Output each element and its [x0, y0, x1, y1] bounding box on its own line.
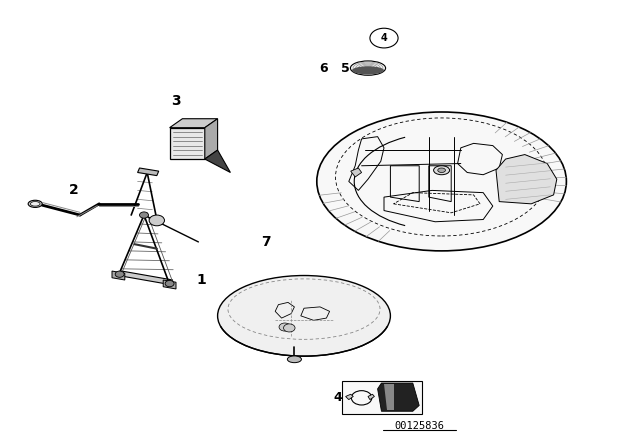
Circle shape [140, 212, 148, 218]
Ellipse shape [438, 168, 445, 172]
Circle shape [165, 280, 174, 287]
Polygon shape [205, 119, 218, 159]
Polygon shape [118, 271, 173, 284]
Polygon shape [163, 280, 176, 289]
Ellipse shape [317, 112, 566, 251]
Bar [342, 381, 422, 414]
Text: 6: 6 [319, 61, 328, 75]
Circle shape [279, 323, 291, 331]
Text: 7: 7 [260, 235, 271, 249]
Ellipse shape [287, 356, 301, 363]
Text: 1: 1 [196, 273, 207, 287]
Circle shape [284, 324, 295, 332]
Ellipse shape [28, 200, 42, 207]
Text: 3: 3 [171, 94, 181, 108]
Polygon shape [112, 271, 125, 280]
Polygon shape [384, 384, 394, 410]
Polygon shape [170, 119, 218, 128]
Ellipse shape [352, 66, 384, 74]
Polygon shape [351, 168, 362, 177]
Ellipse shape [31, 202, 40, 206]
Text: 5: 5 [341, 61, 350, 75]
Polygon shape [170, 128, 205, 159]
Circle shape [115, 271, 124, 277]
Polygon shape [378, 383, 419, 411]
Circle shape [149, 215, 164, 226]
Ellipse shape [434, 166, 449, 175]
Polygon shape [205, 150, 230, 172]
Polygon shape [368, 394, 374, 400]
Polygon shape [346, 394, 353, 400]
Text: 2: 2 [68, 183, 79, 198]
Text: 4: 4 [333, 391, 342, 405]
Ellipse shape [351, 61, 385, 75]
Text: 4: 4 [381, 33, 387, 43]
Ellipse shape [218, 276, 390, 356]
Text: 00125836: 00125836 [394, 422, 444, 431]
Circle shape [370, 28, 398, 48]
Polygon shape [496, 155, 557, 204]
Polygon shape [138, 168, 159, 176]
